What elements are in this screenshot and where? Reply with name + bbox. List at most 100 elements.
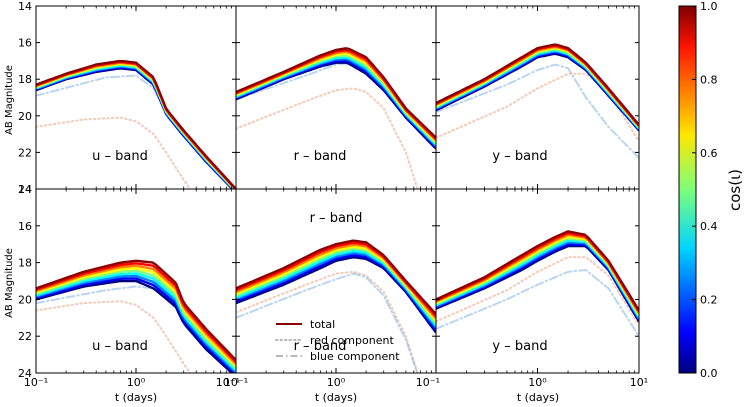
x-axis-label-right: t (days) xyxy=(517,391,559,404)
total-curve-line xyxy=(236,61,436,150)
colorbar-tick-label: 0.0 xyxy=(700,367,718,380)
total-curve-line xyxy=(236,56,436,146)
total-curve-line xyxy=(36,267,236,368)
colorbar: 0.0 0.2 0.4 0.6 0.8 1.0 cos(ι) xyxy=(678,0,744,380)
panel-top-middle: r – band xyxy=(235,5,437,190)
band-label: u – band xyxy=(92,339,148,354)
total-curve-line xyxy=(36,262,236,364)
y-tick-label: 22 xyxy=(18,330,32,343)
x-tick-label: 10⁻¹ xyxy=(216,376,240,389)
colorbar-tick-label: 0.4 xyxy=(700,220,718,233)
total-curve-line xyxy=(236,239,436,315)
x-tick-label: 10¹ xyxy=(630,376,648,389)
y-tick-label: 14 xyxy=(18,0,32,13)
colorbar-ticks: 0.0 0.2 0.4 0.6 0.8 1.0 xyxy=(692,0,718,380)
legend: total red component blue component xyxy=(275,318,400,363)
colorbar-gradient xyxy=(678,5,697,374)
panel-curves xyxy=(236,47,436,189)
total-curve-line xyxy=(236,47,436,139)
band-label: r – band xyxy=(294,149,347,164)
red-component-line xyxy=(36,116,192,189)
x-tick-label: 10⁰ xyxy=(528,376,547,389)
y-tick-label: 24 xyxy=(18,183,32,196)
blue-component-line xyxy=(436,63,639,159)
red-component-line xyxy=(436,256,639,327)
panel-bottom-right: 10⁰ 10¹ y – band xyxy=(435,188,648,389)
total-curve-line xyxy=(36,66,235,189)
total-curve-line xyxy=(36,264,236,366)
band-label: u – band xyxy=(92,149,148,164)
colorbar-tick-label: 1.0 xyxy=(700,0,718,13)
red-component-line xyxy=(36,300,192,373)
red-component-line xyxy=(436,72,639,143)
x-tick-label: 10⁰ xyxy=(127,376,146,389)
blue-component-line xyxy=(236,61,436,150)
y-tick-label: 18 xyxy=(18,73,32,86)
red-component-line xyxy=(236,270,419,373)
total-curve-line xyxy=(436,43,639,126)
panel-top-left: 14 16 18 20 22 24 u – band xyxy=(18,0,237,196)
total-curve-line xyxy=(36,279,234,373)
total-curve-line xyxy=(236,256,436,334)
panel-curves xyxy=(36,59,236,189)
legend-label-total: total xyxy=(310,318,335,331)
total-curve-line xyxy=(436,230,639,312)
total-curve-line xyxy=(36,61,236,189)
colorbar-tick-label: 0.2 xyxy=(700,294,718,307)
total-curve-line xyxy=(36,63,236,189)
total-curve-line xyxy=(236,59,436,149)
x-tick-label: 10⁻¹ xyxy=(416,376,440,389)
band-label: r – band xyxy=(294,339,347,354)
panels-layer: 14 16 18 20 22 24 u – band r – band y – band 14 16… xyxy=(18,0,648,389)
total-curve-line xyxy=(36,59,236,189)
y-axis-label-bottom: AB Magnitude xyxy=(4,248,15,318)
x-axis-label-left: t (days) xyxy=(115,391,157,404)
y-axis-label-top: AB Magnitude xyxy=(4,65,15,135)
total-curve-line xyxy=(36,64,236,189)
colorbar-label: cos(ι) xyxy=(726,169,744,211)
x-tick-label: 10⁰ xyxy=(327,376,346,389)
y-tick-label: 24 xyxy=(18,367,32,380)
total-curve-line xyxy=(36,65,236,189)
y-tick-label: 16 xyxy=(18,37,32,50)
red-component-line xyxy=(236,87,419,189)
y-tick-label: 16 xyxy=(18,220,32,233)
total-curve-line xyxy=(436,45,639,128)
panel-curves xyxy=(36,259,236,373)
total-curve-line xyxy=(236,52,436,143)
total-curve-line xyxy=(36,277,236,373)
total-curve-line xyxy=(236,54,436,145)
y-tick-label: 18 xyxy=(18,257,32,270)
legend-label-red-component: red component xyxy=(310,334,394,347)
total-curve-line xyxy=(36,274,236,373)
x-tick-label: 10⁻¹ xyxy=(24,376,48,389)
y-tick-label: 22 xyxy=(18,146,32,159)
total-curve-line xyxy=(36,62,236,189)
panel-top-right: y – band xyxy=(435,5,640,190)
x-axis-label-middle: t (days) xyxy=(315,391,357,404)
y-tick-label: 14 xyxy=(18,183,32,196)
blue-component-line xyxy=(36,74,235,189)
panel-curves xyxy=(236,239,436,373)
colorbar-tick-label: 0.6 xyxy=(700,147,718,160)
total-curve-line xyxy=(36,259,236,361)
blue-component-line xyxy=(436,268,639,338)
y-tick-label: 20 xyxy=(18,293,32,306)
total-curve-line xyxy=(36,269,236,370)
x-tick-label: 10⁻¹ xyxy=(224,376,248,389)
legend-label-blue-component: blue component xyxy=(310,350,400,363)
panel-curves xyxy=(436,230,639,338)
panel-bottom-middle: 10⁻¹ 10⁰ 10⁻¹ r – band r – band xyxy=(224,188,440,389)
total-curve-line xyxy=(236,57,436,147)
blue-component-line xyxy=(236,272,419,373)
colorbar-tick-label: 0.8 xyxy=(700,73,718,86)
total-curve-line xyxy=(36,60,236,189)
panel-curves xyxy=(436,43,639,159)
band-label: y – band xyxy=(492,149,547,164)
band-label-header: r – band xyxy=(310,211,363,226)
y-tick-label: 20 xyxy=(18,110,32,123)
total-curve-line xyxy=(36,272,236,372)
band-label: y – band xyxy=(492,339,547,354)
